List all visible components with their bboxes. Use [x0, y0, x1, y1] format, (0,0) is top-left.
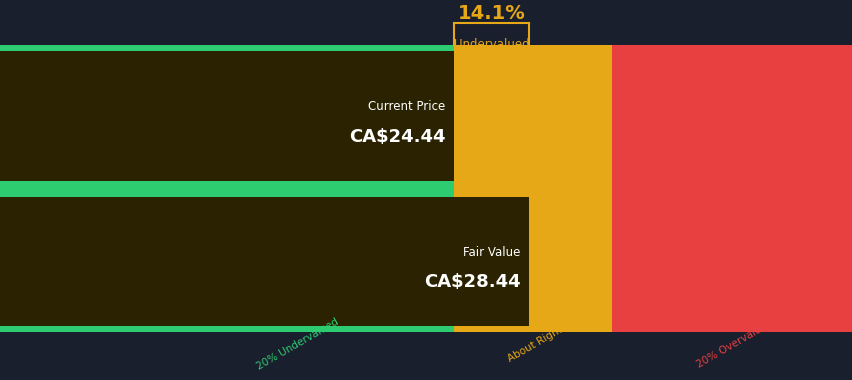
Bar: [0, 181, 453, 187]
Bar: [0, 326, 453, 332]
Bar: [0, 51, 453, 181]
Text: About Right: About Right: [505, 324, 564, 364]
Text: Undervalued: Undervalued: [453, 38, 528, 51]
Bar: [0, 51, 453, 181]
Text: CA$24.44: CA$24.44: [348, 128, 445, 146]
Text: Current Price: Current Price: [367, 100, 445, 113]
Text: CA$28.44: CA$28.44: [423, 273, 520, 291]
Bar: [0, 196, 528, 326]
Text: 20% Undervalued: 20% Undervalued: [255, 317, 340, 372]
Text: 14.1%: 14.1%: [457, 4, 525, 23]
Bar: [453, 45, 611, 332]
Text: 20% Overvalued: 20% Overvalued: [694, 318, 774, 370]
Text: Fair Value: Fair Value: [463, 245, 520, 259]
Bar: [0, 45, 453, 51]
Bar: [0, 196, 453, 326]
Bar: [0, 45, 453, 332]
Bar: [0, 191, 453, 196]
Bar: [611, 45, 852, 332]
